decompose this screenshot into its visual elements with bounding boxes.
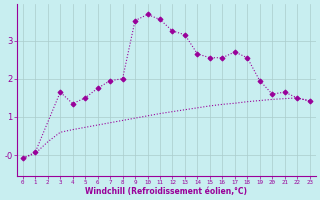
X-axis label: Windchill (Refroidissement éolien,°C): Windchill (Refroidissement éolien,°C): [85, 187, 247, 196]
